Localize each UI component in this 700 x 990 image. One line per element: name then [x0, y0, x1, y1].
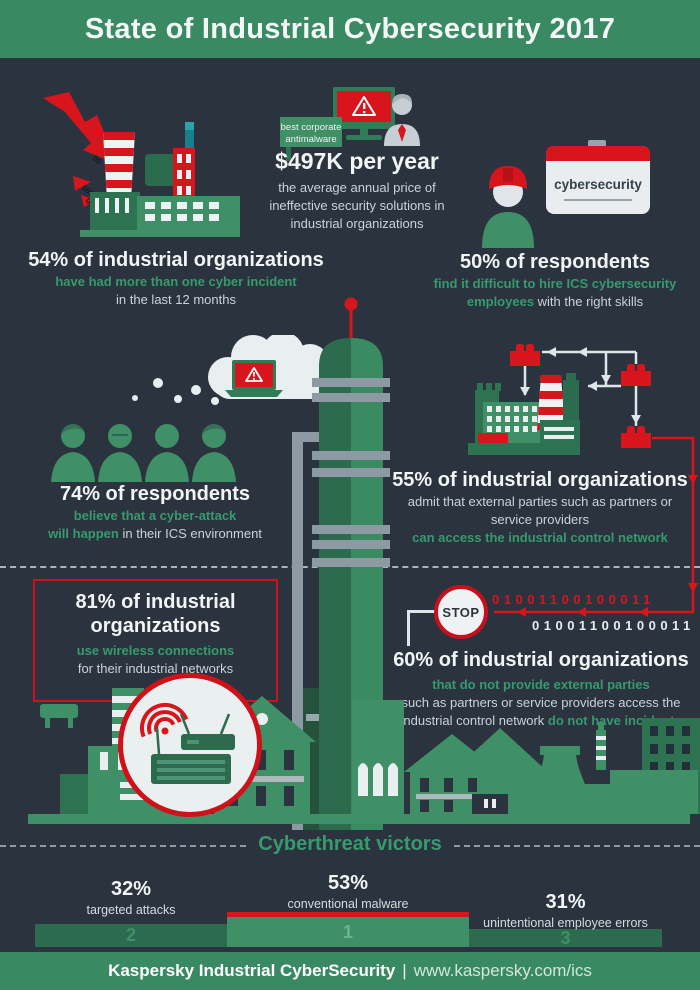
stat-81-headline-1: 81% of industrial: [75, 591, 236, 613]
bar-1-label: conventional malware: [287, 897, 409, 911]
title-dash-left: [0, 845, 246, 847]
title-dash-right: [454, 845, 700, 847]
bar-1-highlight-stripe: [227, 912, 469, 917]
cost-headline: $497K per year: [275, 148, 439, 174]
stat-60-block: 60% of industrial organizations that do …: [385, 648, 697, 731]
stat-55-line-white1: admit that external parties such as part…: [407, 494, 673, 509]
external-access-diagram: [468, 344, 698, 617]
stat-74-block: 74% of respondents believe that a cyber-…: [0, 482, 310, 543]
bar-2-label: targeted attacks: [86, 903, 176, 917]
antenna-icon: [344, 297, 358, 311]
bar-3-label: unintentional employee errors: [483, 916, 648, 930]
tie-icon: [398, 124, 406, 142]
wifi-router-icon: [140, 703, 235, 784]
cost-description: the average annual price of ineffective …: [269, 180, 445, 232]
stat-54-block: 54% of industrial organizations have had…: [0, 248, 352, 309]
warning-icon: [245, 367, 263, 382]
sign-line-1: best corporate: [281, 122, 342, 133]
warning-icon: [352, 96, 376, 116]
stat-81-line-white: for their industrial networks: [77, 661, 234, 677]
stat-74-line-green: believe that a cyber-attack: [73, 508, 237, 523]
badge-label: cybersecurity: [554, 177, 642, 192]
remote-site-flag-icon: [510, 344, 651, 448]
stop-connector-line: [407, 610, 437, 613]
footer-brand: Kaspersky Industrial CyberSecurity: [108, 961, 396, 980]
wifi-icon: [140, 703, 189, 738]
stat-54-line-green: have had more than one cyber incident: [55, 274, 297, 289]
stop-sign-icon: STOP: [434, 585, 488, 639]
header-bar: State of Industrial Cybersecurity 2017: [0, 0, 700, 58]
bar-1-percent: 53%: [327, 872, 369, 894]
stat-60-line-white1: such as partners or service providers ac…: [401, 695, 681, 711]
binary-stream-red: 01001100100011: [492, 592, 655, 607]
stat-55-headline: 55% of industrial organizations: [392, 469, 688, 491]
page-title: State of Industrial Cybersecurity 2017: [84, 12, 616, 45]
cyber-attack-factory-icon: 00 01 00101 010: [43, 92, 240, 237]
stat-50-line-green: find it difficult to hire ICS cybersecur…: [433, 276, 677, 291]
stat-50-line2-white: with the right skills: [534, 294, 644, 310]
stat-54-headline: 54% of industrial organizations: [28, 249, 324, 271]
stat-50-line2-green: employees: [466, 294, 535, 310]
footer-bar: Kaspersky Industrial CyberSecurity | www…: [0, 952, 700, 990]
podium-bar-3: 3: [469, 928, 662, 948]
respondents-people-icon: [51, 424, 236, 482]
stat-81-headline-2: organizations: [90, 615, 221, 637]
bar-2-percent: 32%: [110, 878, 152, 900]
wireless-router-badge: [118, 673, 262, 817]
factory-55-icon: [468, 373, 580, 455]
sign-board-icon: [280, 117, 342, 147]
stat-50-headline: 50% of respondents: [459, 251, 651, 273]
podium-bar-1: 1: [227, 917, 469, 947]
stop-label: STOP: [442, 604, 480, 620]
stat-55-line-green: can access the industrial control networ…: [412, 530, 668, 546]
cost-block: $497K per year the average annual price …: [250, 148, 464, 234]
stat-60-line2-white: industrial control network: [400, 713, 548, 729]
stat-74-headline: 74% of respondents: [59, 483, 251, 505]
bar-3-percent: 31%: [545, 891, 586, 913]
sign-line-2: antimalware: [285, 134, 336, 145]
stat-81-line-green: use wireless connections: [76, 643, 235, 658]
stat-74-line2-white: in their ICS environment: [118, 526, 262, 542]
footer-separator: |: [402, 961, 407, 980]
stat-60-headline: 60% of industrial organizations: [393, 649, 689, 671]
chart-title: Cyberthreat victors: [258, 833, 442, 855]
stat-50-block: 50% of respondents find it difficult to …: [415, 250, 695, 311]
stat-54-line-white: in the last 12 months: [116, 292, 236, 308]
footer-url: www.kaspersky.com/ics: [413, 961, 592, 980]
stat-55-line-white2: service providers: [490, 512, 590, 528]
stat-74-line2-green: will happen: [48, 526, 119, 542]
stat-60-line-green: that do not provide external parties: [432, 677, 650, 692]
podium-bar-2: 2: [35, 924, 227, 947]
antimalware-monitor-icon: best corporate antimalware: [280, 87, 420, 161]
binary-stream-white: 01001100100011: [532, 618, 695, 633]
stop-connector-line: [407, 610, 410, 646]
cybersecurity-worker-icon: cybersecurity: [482, 140, 650, 248]
city-skyline-illustration: [28, 688, 700, 824]
stat-55-block: 55% of industrial organizations admit th…: [390, 468, 690, 548]
